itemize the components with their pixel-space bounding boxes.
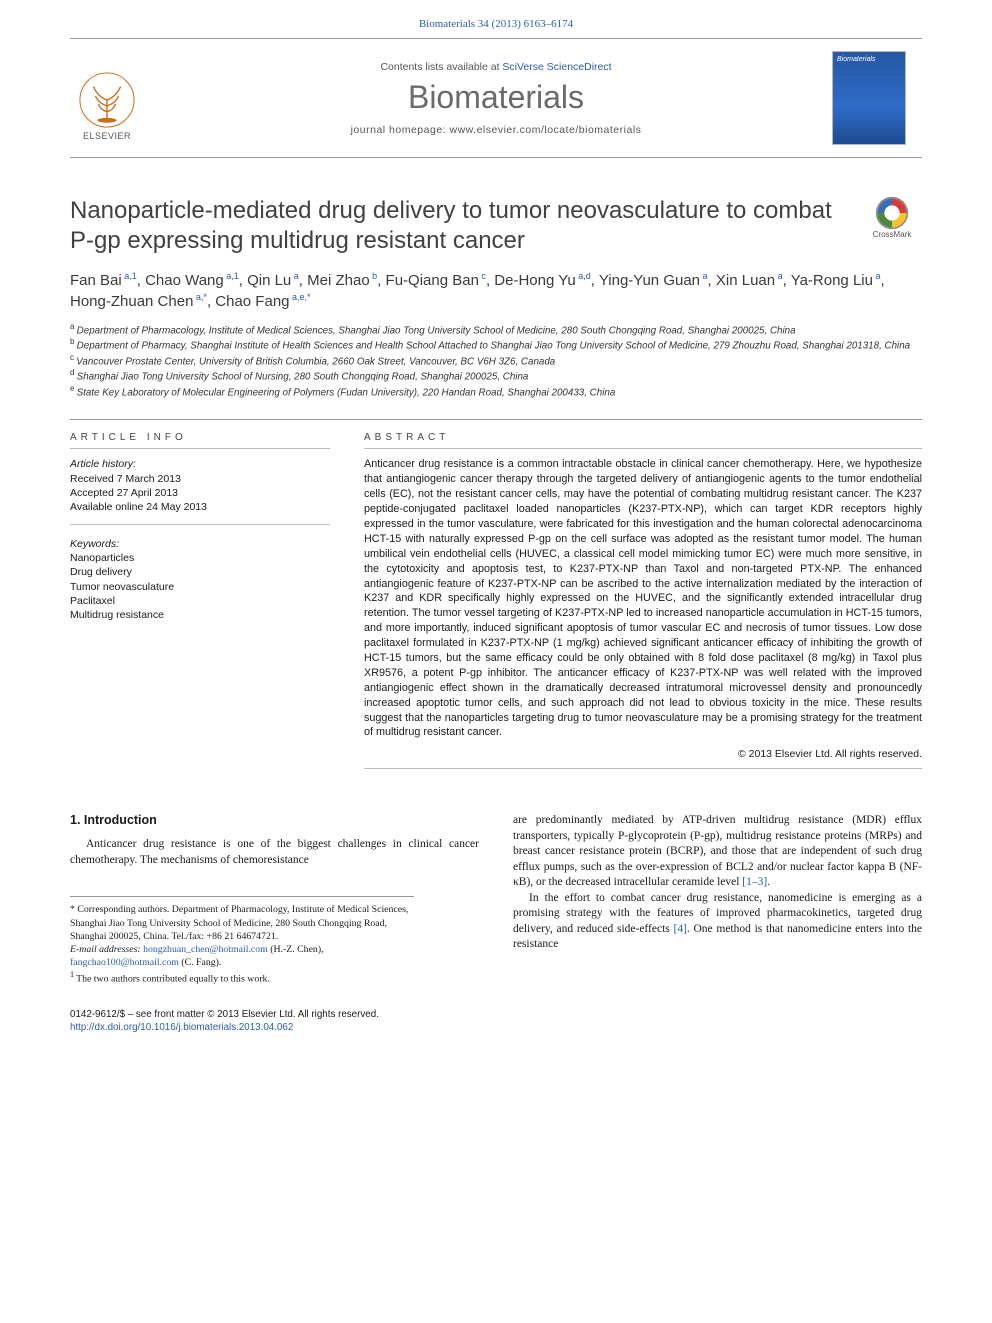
affiliation: e State Key Laboratory of Molecular Engi…	[70, 384, 922, 399]
contents-prefix: Contents lists available at	[380, 61, 502, 73]
author: Mei Zhao b	[307, 272, 377, 289]
author-affil-sup: c	[479, 271, 486, 281]
history-received: Received 7 March 2013	[70, 472, 330, 486]
doi-link[interactable]: http://dx.doi.org/10.1016/j.biomaterials…	[70, 1022, 293, 1033]
keyword: Multidrug resistance	[70, 608, 330, 622]
corresponding-author-note: * Corresponding authors. Department of P…	[70, 903, 414, 943]
keywords-header: Keywords:	[70, 537, 330, 551]
body-right-p2: In the effort to combat cancer drug resi…	[513, 891, 922, 953]
journal-cover-thumbnail: Biomaterials	[832, 51, 906, 145]
ref-4-link[interactable]: [4]	[673, 923, 686, 935]
author: Ying-Yun Guan a	[599, 272, 708, 289]
history-header: Article history:	[70, 457, 330, 471]
body-column-left: 1. Introduction Anticancer drug resistan…	[70, 813, 479, 986]
email-line: E-mail addresses: hongzhuan_chen@hotmail…	[70, 943, 414, 969]
contents-available-line: Contents lists available at SciVerse Sci…	[170, 61, 822, 73]
corr-text: Corresponding authors. Department of Pha…	[70, 904, 408, 941]
author: Ya-Rong Liu a	[791, 272, 881, 289]
author: Xin Luan a	[716, 272, 783, 289]
crossmark-icon	[875, 196, 909, 230]
email-1-link[interactable]: hongzhuan_chen@hotmail.com	[143, 944, 268, 955]
author-affil-sup: a,*	[193, 292, 207, 302]
sciencedirect-link[interactable]: SciVerse ScienceDirect	[502, 61, 611, 73]
homepage-prefix: journal homepage:	[351, 124, 450, 136]
intro-heading: 1. Introduction	[70, 813, 479, 827]
keyword: Drug delivery	[70, 565, 330, 579]
elsevier-logo: ELSEVIER	[70, 55, 144, 141]
elsevier-tree-icon	[78, 71, 136, 129]
footer-meta: 0142-9612/$ – see front matter © 2013 El…	[70, 986, 922, 1052]
abstract-panel: ABSTRACT Anticancer drug resistance is a…	[364, 432, 922, 769]
affiliation-key: d	[70, 368, 77, 377]
affiliation-key: a	[70, 322, 77, 331]
journal-name: Biomaterials	[170, 79, 822, 116]
article-history: Article history: Received 7 March 2013 A…	[70, 457, 330, 525]
affiliation-key: c	[70, 353, 76, 362]
author-affil-sup: a	[291, 271, 299, 281]
equal-contribution-note: 1 The two authors contributed equally to…	[70, 969, 414, 985]
article-info-label: ARTICLE INFO	[70, 432, 330, 449]
homepage-url[interactable]: www.elsevier.com/locate/biomaterials	[450, 124, 642, 136]
keyword: Tumor neovasculature	[70, 580, 330, 594]
email-2-who: (C. Fang).	[179, 957, 221, 968]
affiliation: b Department of Pharmacy, Shanghai Insti…	[70, 337, 922, 352]
abstract-bottom-rule	[364, 768, 922, 769]
email-label: E-mail addresses:	[70, 944, 143, 955]
body-right-p1-text: are predominantly mediated by ATP-driven…	[513, 814, 922, 888]
journal-banner: ELSEVIER Contents lists available at Sci…	[70, 39, 922, 158]
crossmark-label: CrossMark	[873, 230, 912, 239]
author-affil-sup: b	[370, 271, 378, 281]
author-affil-sup: a	[700, 271, 708, 281]
author-list: Fan Bai a,1, Chao Wang a,1, Qin Lu a, Me…	[70, 270, 922, 312]
body-right-p1-end: .	[767, 876, 770, 888]
affiliation: c Vancouver Prostate Center, University …	[70, 353, 922, 368]
article-title: Nanoparticle-mediated drug delivery to t…	[70, 196, 846, 256]
article-info-panel: ARTICLE INFO Article history: Received 7…	[70, 432, 330, 769]
affiliation-list: a Department of Pharmacology, Institute …	[70, 322, 922, 399]
equal-text: The two authors contributed equally to t…	[76, 974, 270, 985]
author: Fu-Qiang Ban c	[386, 272, 486, 289]
cover-title: Biomaterials	[837, 56, 901, 63]
history-online: Available online 24 May 2013	[70, 500, 330, 514]
elsevier-wordmark: ELSEVIER	[83, 131, 131, 141]
banner-center: Contents lists available at SciVerse Sci…	[170, 61, 822, 136]
copyright-line: © 2013 Elsevier Ltd. All rights reserved…	[364, 748, 922, 760]
running-header: Biomaterials 34 (2013) 6163–6174	[0, 0, 992, 38]
keyword: Nanoparticles	[70, 551, 330, 565]
affiliation-key: e	[70, 384, 77, 393]
author-affil-sup: a,1	[224, 271, 239, 281]
author-affil-sup: a	[873, 271, 881, 281]
footnotes: * Corresponding authors. Department of P…	[70, 896, 414, 986]
affiliation: a Department of Pharmacology, Institute …	[70, 322, 922, 337]
body-right-p1: are predominantly mediated by ATP-driven…	[513, 813, 922, 891]
keyword: Paclitaxel	[70, 594, 330, 608]
author: Fan Bai a,1	[70, 272, 137, 289]
issn-line: 0142-9612/$ – see front matter © 2013 El…	[70, 1008, 922, 1021]
homepage-line: journal homepage: www.elsevier.com/locat…	[170, 124, 822, 136]
author: De-Hong Yu a,d	[494, 272, 590, 289]
crossmark-badge[interactable]: CrossMark	[862, 196, 922, 256]
author-affil-sup: a,d	[576, 271, 591, 281]
email-1-who: (H.-Z. Chen),	[268, 944, 324, 955]
affiliation-key: b	[70, 337, 77, 346]
author-affil-sup: a	[775, 271, 783, 281]
mid-rule	[70, 419, 922, 420]
author: Hong-Zhuan Chen a,*	[70, 293, 207, 310]
abstract-label: ABSTRACT	[364, 432, 922, 449]
author: Qin Lu a	[247, 272, 299, 289]
email-2-link[interactable]: fangchao100@hotmail.com	[70, 957, 179, 968]
abstract-text: Anticancer drug resistance is a common i…	[364, 457, 922, 740]
keywords-block: Keywords: NanoparticlesDrug deliveryTumo…	[70, 537, 330, 622]
citation-text: Biomaterials 34 (2013) 6163–6174	[419, 18, 573, 30]
author-affil-sup: a,e,*	[290, 292, 311, 302]
author-affil-sup: a,1	[122, 271, 137, 281]
history-accepted: Accepted 27 April 2013	[70, 486, 330, 500]
body-column-right: are predominantly mediated by ATP-driven…	[513, 813, 922, 986]
intro-paragraph-1: Anticancer drug resistance is one of the…	[70, 837, 479, 868]
affiliation: d Shanghai Jiao Tong University School o…	[70, 368, 922, 383]
author: Chao Wang a,1	[145, 272, 239, 289]
author: Chao Fang a,e,*	[215, 293, 310, 310]
body-columns: 1. Introduction Anticancer drug resistan…	[70, 813, 922, 986]
ref-1-3-link[interactable]: [1–3]	[742, 876, 767, 888]
